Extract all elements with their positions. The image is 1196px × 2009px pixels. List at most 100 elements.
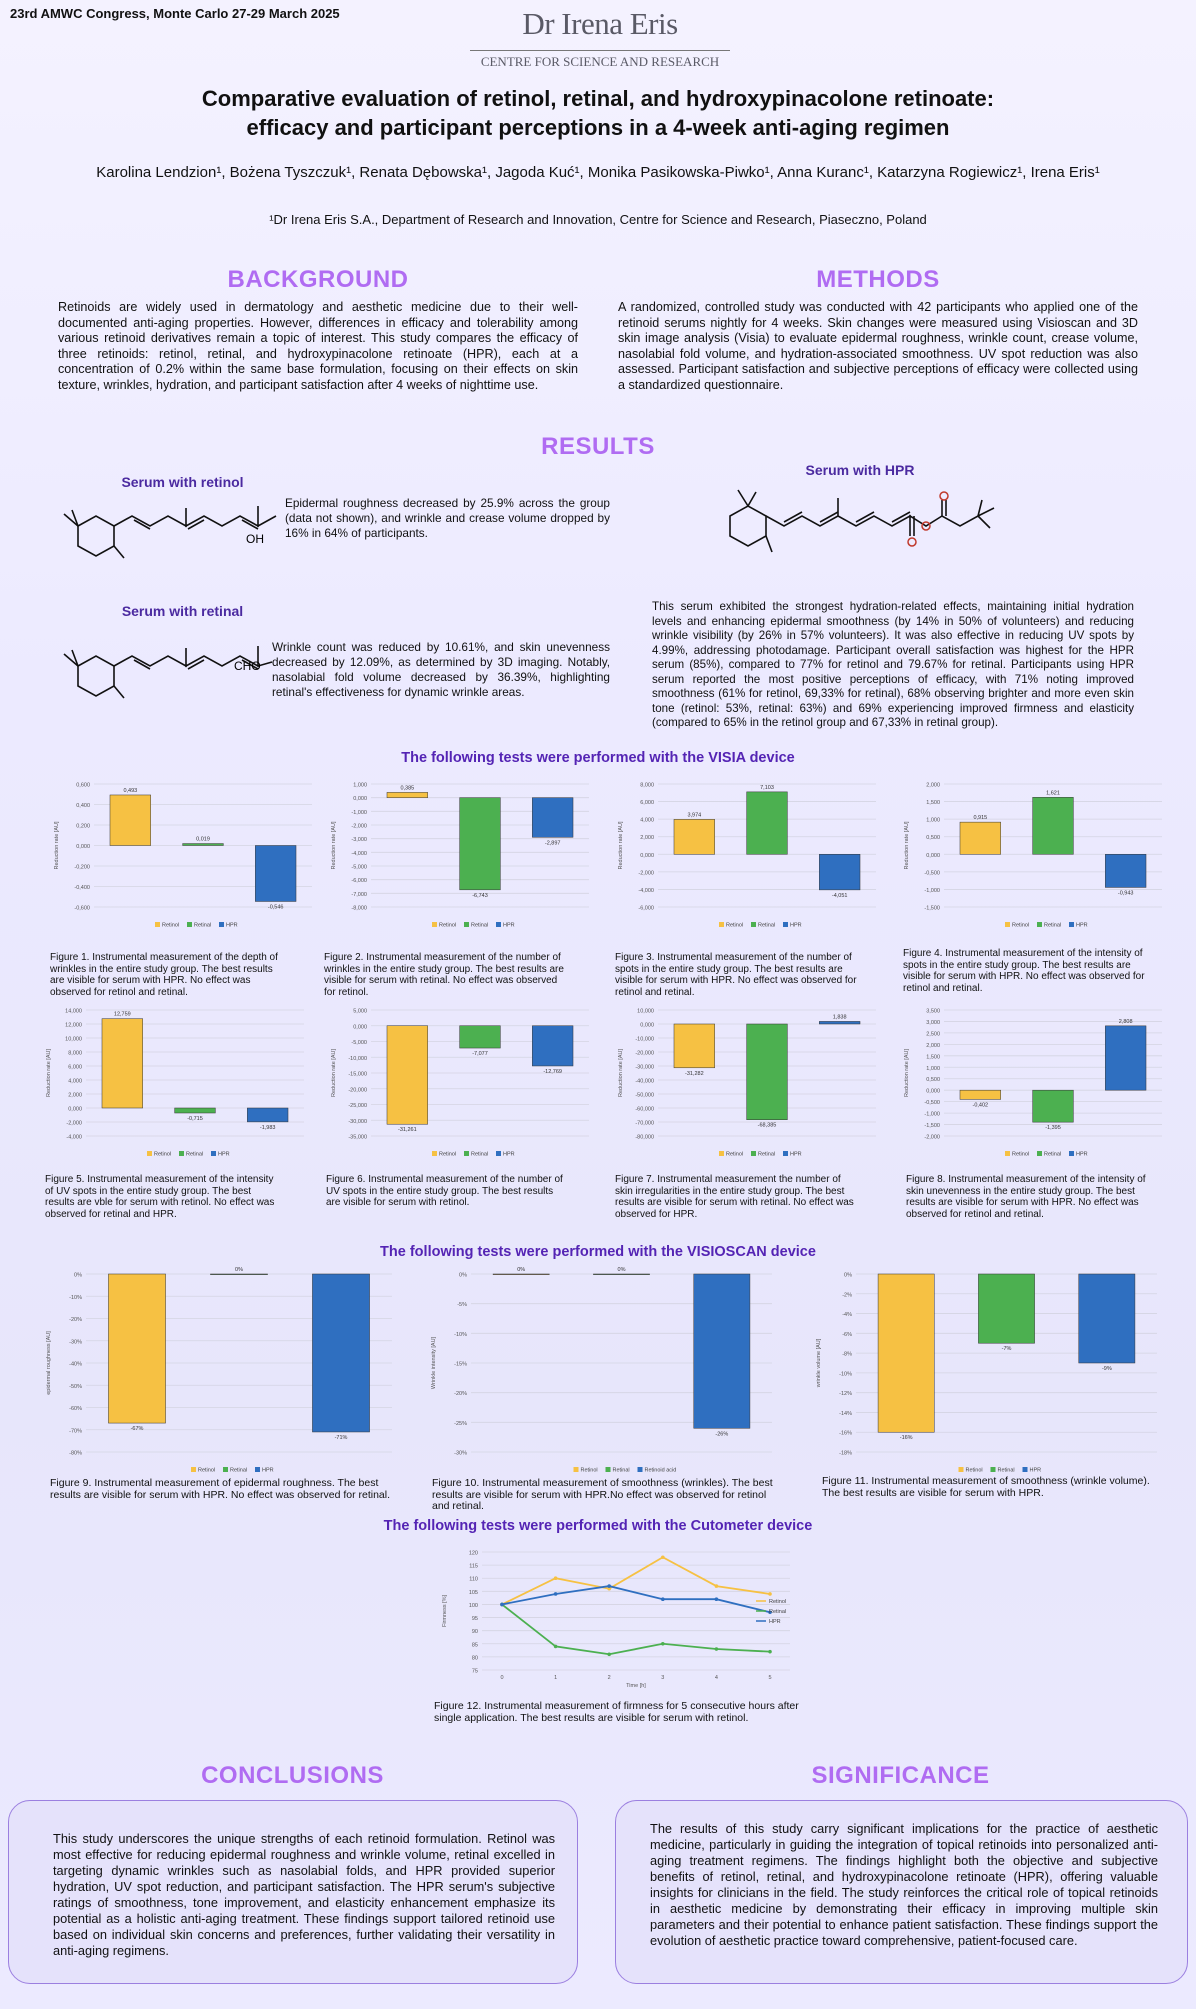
fig8-tick-label: 0,500 — [926, 1077, 940, 1083]
fig9-plot: -80% -70% -60% -50% -40% -30% -20% -10% 0% epider… — [46, 1267, 392, 1457]
fig3-data-label: 3,974 — [687, 812, 701, 818]
fig11-legend: Retinol Retinal HPR — [958, 1467, 1041, 1474]
fig8-tick-label: 3,000 — [926, 1020, 940, 1026]
fig3-tick-label: 4,000 — [640, 818, 654, 824]
fig2-tick-label: -2,000 — [351, 824, 367, 830]
fig8-tick-label: 2,000 — [926, 1043, 940, 1049]
conclusions-heading: CONCLUSIONS — [201, 1762, 384, 1789]
fig11-data-label: -9% — [1102, 1366, 1112, 1372]
fig4-data-label: 1,621 — [1046, 790, 1060, 796]
fig3-y-axis-label: Reduction rate [AU] — [618, 821, 624, 869]
fig12-point-hpr — [714, 1597, 719, 1601]
fig8-bar-hpr — [1105, 1025, 1147, 1091]
significance-heading: SIGNIFICANCE — [811, 1762, 990, 1789]
fig3-legend-swatch — [751, 922, 756, 927]
fig3-data-label: -4,051 — [832, 893, 848, 899]
background-text: Retinoids are widely used in dermatology… — [58, 300, 578, 392]
fig12-point-hpr — [607, 1584, 611, 1588]
fig7-tick-label: -40,000 — [635, 1079, 654, 1085]
fig9-tick-label: -70% — [69, 1428, 82, 1434]
methods-text: A randomized, controlled study was condu… — [618, 300, 1138, 392]
retinol-oh-label: OH — [246, 532, 264, 546]
fig8-legend-label: Retinal — [1044, 1152, 1061, 1158]
fig3-legend-label: HPR — [790, 923, 802, 929]
chart-fig11: -18% -16% -14% -12% -10% -8% -6% -4% -2% 0% wrinkl… — [810, 1266, 1165, 1476]
fig5-bar-retinol — [101, 1018, 143, 1109]
visia-heading: The following tests were performed with … — [401, 750, 795, 766]
fig2-tick-label: -6,000 — [351, 878, 367, 884]
fig4-legend-label: HPR — [1076, 923, 1088, 929]
fig7-tick-label: -50,000 — [635, 1093, 654, 1099]
fig10-legend-swatch — [637, 1467, 643, 1472]
fig4-bar-retinol — [959, 821, 1001, 855]
fig1-tick-label: 0,200 — [76, 824, 90, 830]
caption-fig6: Figure 6. Instrumental measurement of th… — [326, 1174, 563, 1209]
fig12-x-tick-label: 0 — [500, 1675, 503, 1681]
chart-fig5-svg: -4,000 -2,000 0,000 2,000 4,000 6,000 8,000 10,… — [46, 1009, 304, 1158]
fig2-legend-swatch — [496, 922, 501, 927]
fig5-tick-label: 2,000 — [68, 1093, 82, 1099]
fig5-legend-label: Retinal — [186, 1152, 203, 1158]
fig3-legend: Retinol Retinal HPR — [719, 922, 802, 929]
fig12-x-tick-label: 2 — [608, 1675, 611, 1681]
fig1-data-label: 0,493 — [123, 788, 137, 794]
fig1-bar-retinol — [109, 794, 151, 846]
fig8-bar-retinal — [1032, 1089, 1074, 1123]
fig4-tick-label: 0,500 — [926, 835, 940, 841]
fig12-legend-label: Retinal — [769, 1609, 786, 1615]
caption-fig12: Figure 12. Instrumental measurement of f… — [434, 1700, 799, 1724]
fig11-legend-label: Retinal — [998, 1468, 1015, 1474]
fig8-data-label: 2,808 — [1119, 1019, 1133, 1025]
caption-fig7: Figure 7. Instrumental measurement the n… — [615, 1174, 854, 1220]
fig10-bar-retinol — [492, 1273, 550, 1275]
fig12-point-hpr — [661, 1597, 665, 1601]
fig5-data-label: -0,715 — [187, 1116, 203, 1122]
title-line-1: Comparative evaluation of retinol, retin… — [201, 86, 995, 111]
fig12-point-retinol — [607, 1586, 611, 1591]
fig12-tick-label: 110 — [469, 1577, 478, 1583]
fig11-y-axis-label: wrinkle volume [AU] — [816, 1338, 822, 1388]
fig5-tick-label: 8,000 — [68, 1051, 82, 1057]
fig12-legend: Retinol Retinal HPR — [756, 1599, 786, 1625]
fig3-tick-label: -6,000 — [638, 906, 654, 912]
fig4-legend: Retinol Retinal HPR — [1005, 922, 1088, 929]
fig8-tick-label: -1,000 — [924, 1112, 940, 1118]
chart-fig6-svg: -35,000 -30,000 -25,000 -20,000 -15,000 -10,0… — [331, 1009, 589, 1158]
fig11-plot: -18% -16% -14% -12% -10% -8% -6% -4% -2% 0% wrinkl… — [816, 1273, 1157, 1457]
fig2-legend-label: Retinal — [471, 923, 488, 929]
fig5-tick-label: 4,000 — [68, 1079, 82, 1085]
fig2-bar-hpr — [532, 797, 574, 838]
hpr-structure-icon — [729, 489, 995, 553]
fig1-tick-label: 0,600 — [76, 783, 90, 789]
fig12-point-retinal — [768, 1649, 772, 1654]
fig8-tick-label: 3,500 — [926, 1009, 940, 1015]
retinal-serum-title: Serum with retinal — [121, 603, 244, 619]
significance-box: The results of this study carry signific… — [615, 1800, 1188, 1984]
fig7-legend-label: HPR — [790, 1152, 802, 1158]
fig11-data-label: -7% — [1002, 1346, 1012, 1352]
fig10-legend: Retinol Retinal Retinoid acid — [573, 1467, 676, 1474]
caption-fig11: Figure 11. Instrumental measurement of s… — [822, 1475, 1150, 1499]
chart-fig10-svg: -30% -25% -20% -15% -10% -5% 0% Wrinkle intensi… — [431, 1267, 772, 1474]
fig2-tick-label: 1,000 — [353, 783, 367, 789]
fig4-data-label: -0,943 — [1118, 890, 1134, 896]
significance-text: The results of this study carry signific… — [650, 1821, 1158, 1948]
fig6-tick-label: -15,000 — [348, 1072, 367, 1078]
retinol-result-text: Epidermal roughness decreased by 25.9% a… — [285, 496, 610, 540]
fig2-tick-label: -8,000 — [351, 906, 367, 912]
fig11-data-label: -16% — [900, 1435, 913, 1441]
fig3-tick-label: 0,000 — [640, 853, 654, 859]
fig11-tick-label: -14% — [839, 1411, 852, 1417]
chart-fig9-svg: -80% -70% -60% -50% -40% -30% -20% -10% 0% epider… — [46, 1267, 392, 1474]
fig2-tick-label: -1,000 — [351, 810, 367, 816]
chart-fig1: -0,600 -0,400 -0,200 0,000 0,200 0,400 0,600 Re… — [48, 776, 320, 931]
fig11-bar-retinol — [877, 1273, 935, 1433]
fig8-data-label: -0,402 — [973, 1102, 989, 1108]
caption-fig4: Figure 4. Instrumental measurement of th… — [903, 948, 1145, 994]
hpr-serum-title: Serum with HPR — [805, 462, 915, 478]
fig8-tick-label: -0,500 — [924, 1100, 940, 1106]
fig9-data-label: 0% — [235, 1267, 243, 1273]
fig4-data-label: 0,915 — [973, 815, 987, 821]
fig5-data-label: -1,983 — [260, 1125, 276, 1131]
fig5-tick-label: 6,000 — [68, 1065, 82, 1071]
